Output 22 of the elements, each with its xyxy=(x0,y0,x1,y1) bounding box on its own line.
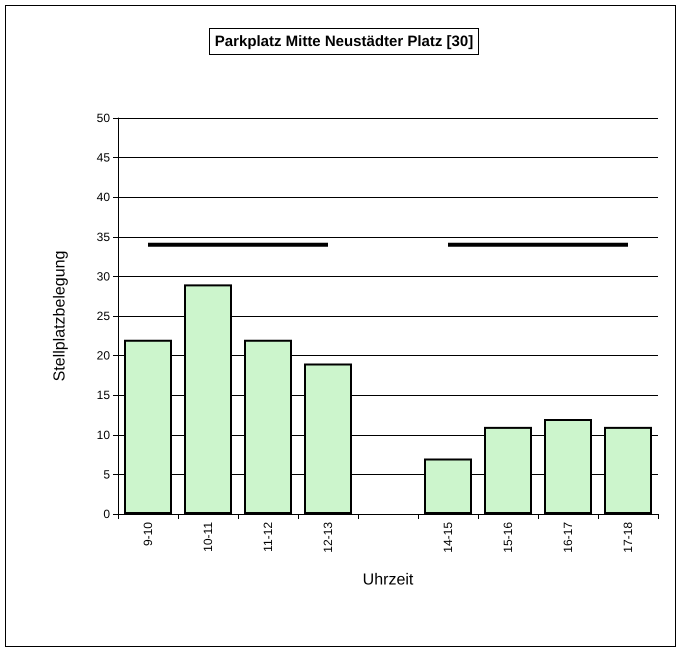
y-tick-label: 0 xyxy=(103,507,110,521)
x-tick-label: 16-17 xyxy=(561,522,575,553)
x-tick-label: 10-11 xyxy=(201,522,215,552)
y-tick-label: 40 xyxy=(96,190,110,204)
x-tick-label: 12-13 xyxy=(321,522,335,553)
x-tick-label: 17-18 xyxy=(621,522,635,553)
y-tick-label: 15 xyxy=(96,388,110,402)
y-tick-label: 20 xyxy=(96,348,110,363)
y-tick-label: 50 xyxy=(96,111,110,125)
y-tick-label: 10 xyxy=(96,428,110,442)
x-axis-title: Uhrzeit xyxy=(362,572,414,588)
chart-title: Parkplatz Mitte Neustädter Platz [30] xyxy=(214,33,474,50)
x-tick-label: 14-15 xyxy=(441,522,455,553)
y-tick-label: 5 xyxy=(103,467,110,482)
x-tick-label: 9-10 xyxy=(141,522,155,546)
x-tick-label: 11-12 xyxy=(261,522,275,552)
x-tick-label: 15-16 xyxy=(501,522,515,553)
y-tick-label: 35 xyxy=(96,230,110,244)
y-tick-label: 25 xyxy=(96,309,110,323)
y-tick-label: 45 xyxy=(96,150,110,165)
y-axis-title: Stellplatzbelegung xyxy=(52,250,68,382)
y-tick-label: 30 xyxy=(96,269,110,284)
